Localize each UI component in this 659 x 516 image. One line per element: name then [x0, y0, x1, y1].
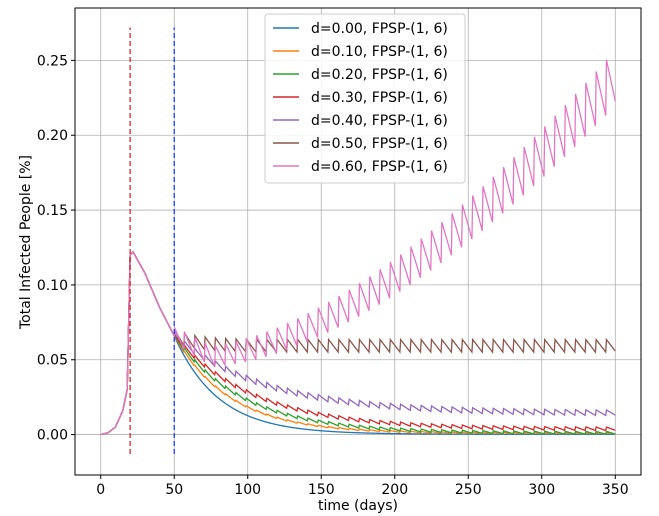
- x-tick-label: 300: [528, 482, 555, 498]
- series-line-6: [100, 59, 616, 436]
- x-axis-label: time (days): [318, 498, 398, 514]
- legend-label-5: d=0.50, FPSP-(1, 6): [311, 136, 448, 152]
- y-tick-label: 0.05: [37, 353, 68, 369]
- y-tick-label: 0.10: [37, 278, 68, 294]
- x-tick-label: 150: [308, 482, 335, 498]
- y-tick-label: 0.15: [37, 203, 68, 219]
- y-tick-label: 0.25: [37, 53, 68, 69]
- legend-label-0: d=0.00, FPSP-(1, 6): [311, 21, 448, 37]
- series-lines: [100, 59, 616, 436]
- series-line-4: [100, 250, 616, 436]
- series-line-0: [100, 250, 616, 436]
- x-tick-label: 250: [455, 482, 482, 498]
- x-tick-label: 100: [234, 482, 261, 498]
- legend-label-4: d=0.40, FPSP-(1, 6): [311, 113, 448, 129]
- x-tick-label: 200: [381, 482, 408, 498]
- y-tick-label: 0.20: [37, 128, 68, 144]
- legend-box: [264, 13, 466, 184]
- x-tick-label: 350: [602, 482, 629, 498]
- legend: d=0.00, FPSP-(1, 6) d=0.10, FPSP-(1, 6) d=…: [264, 13, 466, 184]
- axis-ticks: 0 50 100 150 200 250 300 350 0.00 0.05 0.10 0.15 0.2…: [37, 53, 629, 498]
- x-tick-label: 0: [96, 482, 105, 498]
- y-tick-label: 0.00: [37, 428, 68, 444]
- legend-label-2: d=0.20, FPSP-(1, 6): [311, 67, 448, 83]
- legend-label-3: d=0.30, FPSP-(1, 6): [311, 90, 448, 106]
- legend-label-1: d=0.10, FPSP-(1, 6): [311, 44, 448, 60]
- plot-frame: [74, 7, 642, 476]
- y-axis-label: Total Infected People [%]: [18, 155, 34, 330]
- series-line-2: [100, 250, 616, 436]
- series-line-3: [100, 250, 616, 436]
- legend-label-6: d=0.60, FPSP-(1, 6): [311, 159, 448, 175]
- phase-markers: [129, 27, 175, 455]
- x-tick-label: 50: [165, 482, 183, 498]
